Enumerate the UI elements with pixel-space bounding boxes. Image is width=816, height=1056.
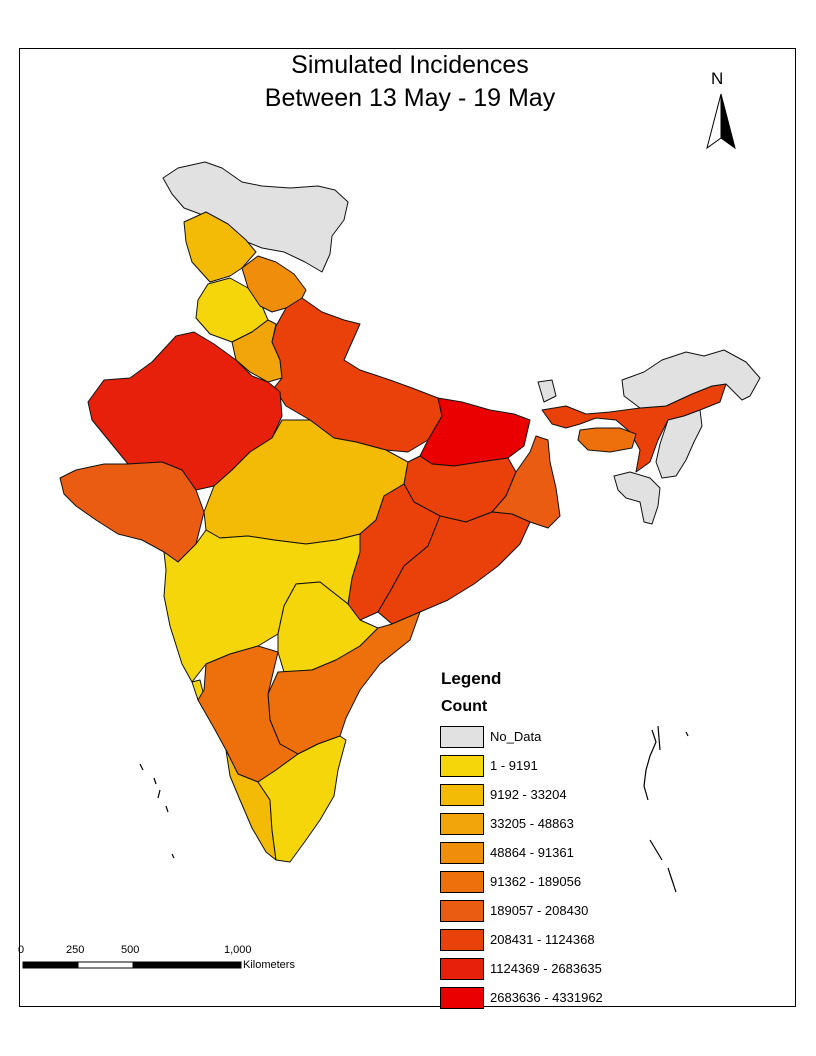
- region-arunachal-pradesh: [621, 349, 761, 409]
- legend-swatch: [440, 726, 484, 748]
- legend-swatch: [440, 755, 484, 777]
- legend-item: 1124369 - 2683635: [440, 957, 602, 981]
- scale-tick-250: 250: [66, 944, 85, 956]
- legend-label: 2683636 - 4331962: [490, 990, 603, 1005]
- map-title: Simulated Incidences: [291, 51, 529, 79]
- legend-item: 91362 - 189056: [440, 870, 581, 894]
- legend-label: 189057 - 208430: [490, 903, 589, 918]
- region-sikkim: [537, 379, 557, 403]
- region-meghalaya: [577, 427, 637, 453]
- north-arrow-icon: [706, 93, 736, 150]
- legend-item: 9192 - 33204: [440, 783, 567, 807]
- legend-swatch: [440, 871, 484, 893]
- legend-item: 33205 - 48863: [440, 812, 574, 836]
- legend-label: 1 - 9191: [490, 758, 538, 773]
- scale-tick-500: 500: [121, 944, 140, 956]
- legend-label: 208431 - 1124368: [490, 932, 595, 947]
- scale-tick-0: 0: [18, 944, 25, 956]
- scale-bar: [22, 961, 242, 969]
- region-tamil-nadu: [257, 735, 347, 863]
- legend-swatch: [440, 784, 484, 806]
- scale-tick-1000: 1,000: [224, 944, 252, 956]
- legend-swatch: [440, 842, 484, 864]
- region-tripura-mizoram: [613, 471, 661, 525]
- legend-label: 9192 - 33204: [490, 787, 567, 802]
- legend-item: 48864 - 91361: [440, 841, 574, 865]
- map-frame: [19, 48, 796, 1007]
- legend-item: 2683636 - 4331962: [440, 986, 603, 1010]
- map-subtitle: Between 13 May - 19 May: [264, 84, 556, 112]
- legend-label: 48864 - 91361: [490, 845, 574, 860]
- legend-label: 33205 - 48863: [490, 816, 574, 831]
- islands-andaman-nicobar: [643, 725, 689, 893]
- legend-label: 1124369 - 2683635: [490, 961, 602, 976]
- legend-swatch: [440, 929, 484, 951]
- legend-item: No_Data: [440, 725, 541, 749]
- legend-title: Legend: [441, 669, 502, 688]
- scale-unit: Kilometers: [243, 959, 295, 971]
- legend-swatch: [440, 813, 484, 835]
- region-gujarat: [59, 461, 205, 563]
- legend-label: No_Data: [490, 729, 542, 744]
- legend-swatch: [440, 900, 484, 922]
- legend-label: 91362 - 189056: [490, 874, 582, 889]
- region-odisha: [377, 511, 531, 625]
- legend-swatch: [440, 987, 484, 1009]
- region-nagaland-manipur: [655, 409, 703, 479]
- legend-field: Count: [441, 698, 488, 715]
- islands-lakshadweep: [139, 763, 175, 859]
- north-label: N: [711, 69, 724, 88]
- legend-item: 1 - 9191: [440, 754, 538, 778]
- legend-item: 189057 - 208430: [440, 899, 588, 923]
- legend-swatch: [440, 958, 484, 980]
- legend-item: 208431 - 1124368: [440, 928, 595, 952]
